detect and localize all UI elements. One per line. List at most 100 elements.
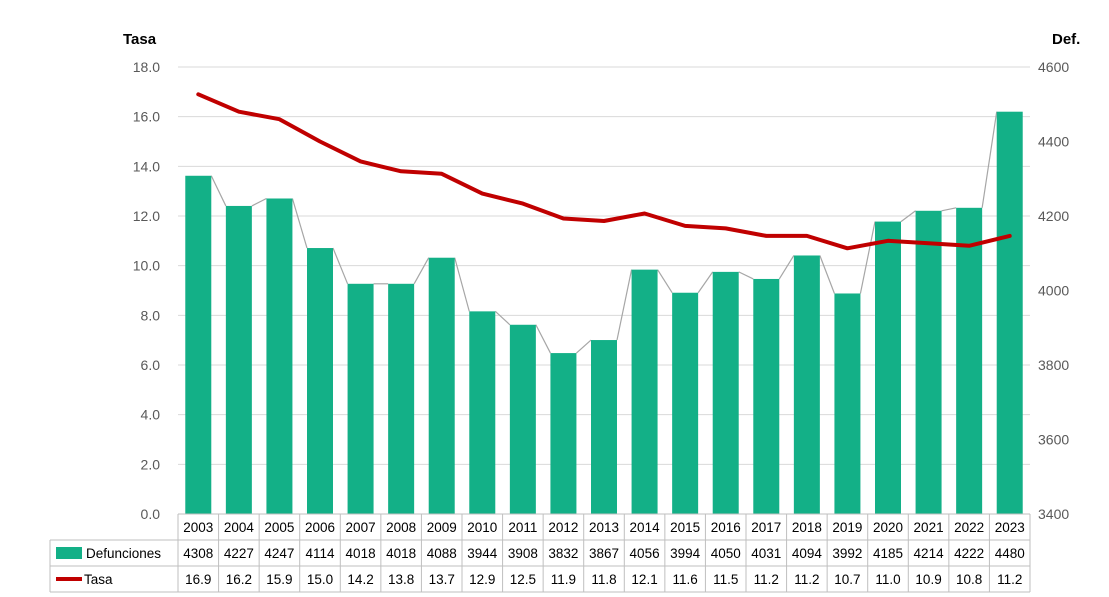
y-right-tick-label: 4400: [1038, 134, 1069, 150]
data-table: 2003 2004 2005 2006 2007 2008 2009 2010 2011 2012…: [49, 513, 1031, 593]
y-left-tick-label: 8.0: [141, 307, 161, 323]
y-left-tick-label: 12.0: [133, 208, 160, 224]
table-tasa-value: 14.2: [347, 572, 373, 587]
table-defunciones-value: 4088: [427, 546, 457, 561]
y-right-tick-label: 4600: [1038, 59, 1069, 75]
table-defunciones-value: 4480: [995, 546, 1025, 561]
table-category-label: 2007: [346, 520, 376, 535]
table-tasa-value: 16.2: [226, 572, 252, 587]
bar-defunciones: [225, 205, 252, 514]
line-tasa-point: [806, 235, 808, 237]
y-right-tick-label: 3600: [1038, 432, 1069, 448]
table-tasa-value: 11.0: [875, 572, 900, 587]
table-category-label: 2018: [792, 520, 822, 535]
table-defunciones-value: 3992: [832, 546, 862, 561]
line-tasa-point: [684, 225, 686, 227]
table-tasa-value: 11.8: [591, 572, 616, 587]
bar-connector-line: [535, 324, 551, 354]
line-tasa-point: [928, 242, 930, 244]
line-tasa-point: [400, 170, 402, 172]
table-category-label: 2011: [508, 520, 537, 535]
y-right-tick-label: 4000: [1038, 283, 1069, 299]
table-category-label: 2006: [305, 520, 335, 535]
table-defunciones-value: 3867: [589, 546, 619, 561]
line-tasa-point: [238, 111, 240, 113]
line-tasa-point: [765, 235, 767, 237]
legend-label-tasa: Tasa: [84, 572, 113, 587]
line-tasa-point: [319, 141, 321, 142]
line-tasa-point: [278, 118, 280, 120]
bar-defunciones: [996, 111, 1023, 514]
line-tasa-point: [522, 203, 524, 205]
bar-defunciones: [469, 311, 496, 514]
line-tasa-point: [846, 247, 848, 249]
table-defunciones-value: 4050: [711, 546, 741, 561]
y-right-tick-label: 3400: [1038, 506, 1069, 522]
table-category-label: 2023: [995, 520, 1025, 535]
bar-connector-line: [981, 111, 998, 208]
bar-defunciones: [509, 324, 536, 514]
y-right-tick-label: 4200: [1038, 208, 1069, 224]
bar-connector-line: [291, 198, 308, 249]
table-tasa-value: 11.6: [673, 572, 698, 587]
table-defunciones-value: 4222: [954, 546, 984, 561]
table-category-label: 2010: [467, 520, 497, 535]
table-category-label: 2009: [427, 520, 457, 535]
bar-connector-line: [210, 175, 227, 207]
table-defunciones-value: 3832: [548, 546, 578, 561]
table-tasa-value: 10.7: [834, 572, 860, 587]
bar-defunciones: [185, 175, 212, 514]
bar-connector-line: [819, 255, 835, 294]
bar-defunciones: [712, 271, 739, 514]
line-tasa-point: [197, 93, 199, 95]
y-left-axis-title: Tasa: [123, 31, 157, 48]
table-defunciones-value: 4094: [792, 546, 823, 561]
bar-connector-line: [251, 197, 267, 207]
line-tasa: [196, 92, 1012, 251]
bar-connector-line: [494, 310, 511, 326]
bar-defunciones: [347, 283, 374, 514]
table-tasa-value: 11.5: [713, 572, 738, 587]
table-defunciones-value: 4018: [346, 546, 376, 561]
table-category-label: 2021: [914, 520, 944, 535]
bar-connector-line: [413, 257, 430, 285]
bar-connector-line: [941, 207, 957, 212]
line-tasa-point: [725, 227, 727, 229]
bar-defunciones: [388, 283, 415, 514]
table-tasa-value: 11.2: [754, 572, 779, 587]
y-right-tick-label: 3800: [1038, 357, 1069, 373]
table-tasa-value: 10.9: [915, 572, 941, 587]
y-left-tick-label: 14.0: [133, 158, 160, 174]
table-defunciones-value: 4227: [224, 546, 254, 561]
bar-defunciones: [915, 210, 942, 514]
bars-defunciones: [185, 111, 1023, 515]
table-defunciones-value: 4031: [751, 546, 781, 561]
bar-defunciones: [834, 293, 861, 514]
table-defunciones-value: 3994: [670, 546, 701, 561]
table-tasa-value: 11.2: [997, 572, 1022, 587]
table-tasa-value: 12.5: [510, 572, 536, 587]
legend-label-defunciones: Defunciones: [86, 546, 161, 561]
bar-connector-line: [738, 271, 754, 280]
bar-connector-line: [859, 221, 876, 294]
line-tasa-point: [562, 217, 564, 219]
bar-defunciones: [428, 257, 455, 514]
bar-connector-line: [778, 255, 795, 280]
bar-defunciones: [307, 248, 333, 514]
y-left-tick-label: 16.0: [133, 109, 160, 125]
line-tasa-point: [603, 220, 605, 222]
bar-connector-line: [454, 257, 470, 312]
table-category-label: 2019: [832, 520, 862, 535]
bar-connector-line: [616, 269, 633, 341]
table-defunciones-value: 4056: [630, 546, 660, 561]
table-category-label: 2003: [183, 520, 213, 535]
y-left-tick-label: 6.0: [141, 357, 161, 373]
line-tasa-point: [644, 213, 646, 215]
bar-connector-lines: [210, 111, 998, 354]
table-defunciones-value: 4114: [305, 546, 335, 561]
y-left-tick-label: 10.0: [133, 258, 160, 274]
line-tasa-point: [360, 160, 362, 162]
line-tasa-point: [481, 193, 483, 195]
bar-connector-line: [697, 271, 714, 294]
